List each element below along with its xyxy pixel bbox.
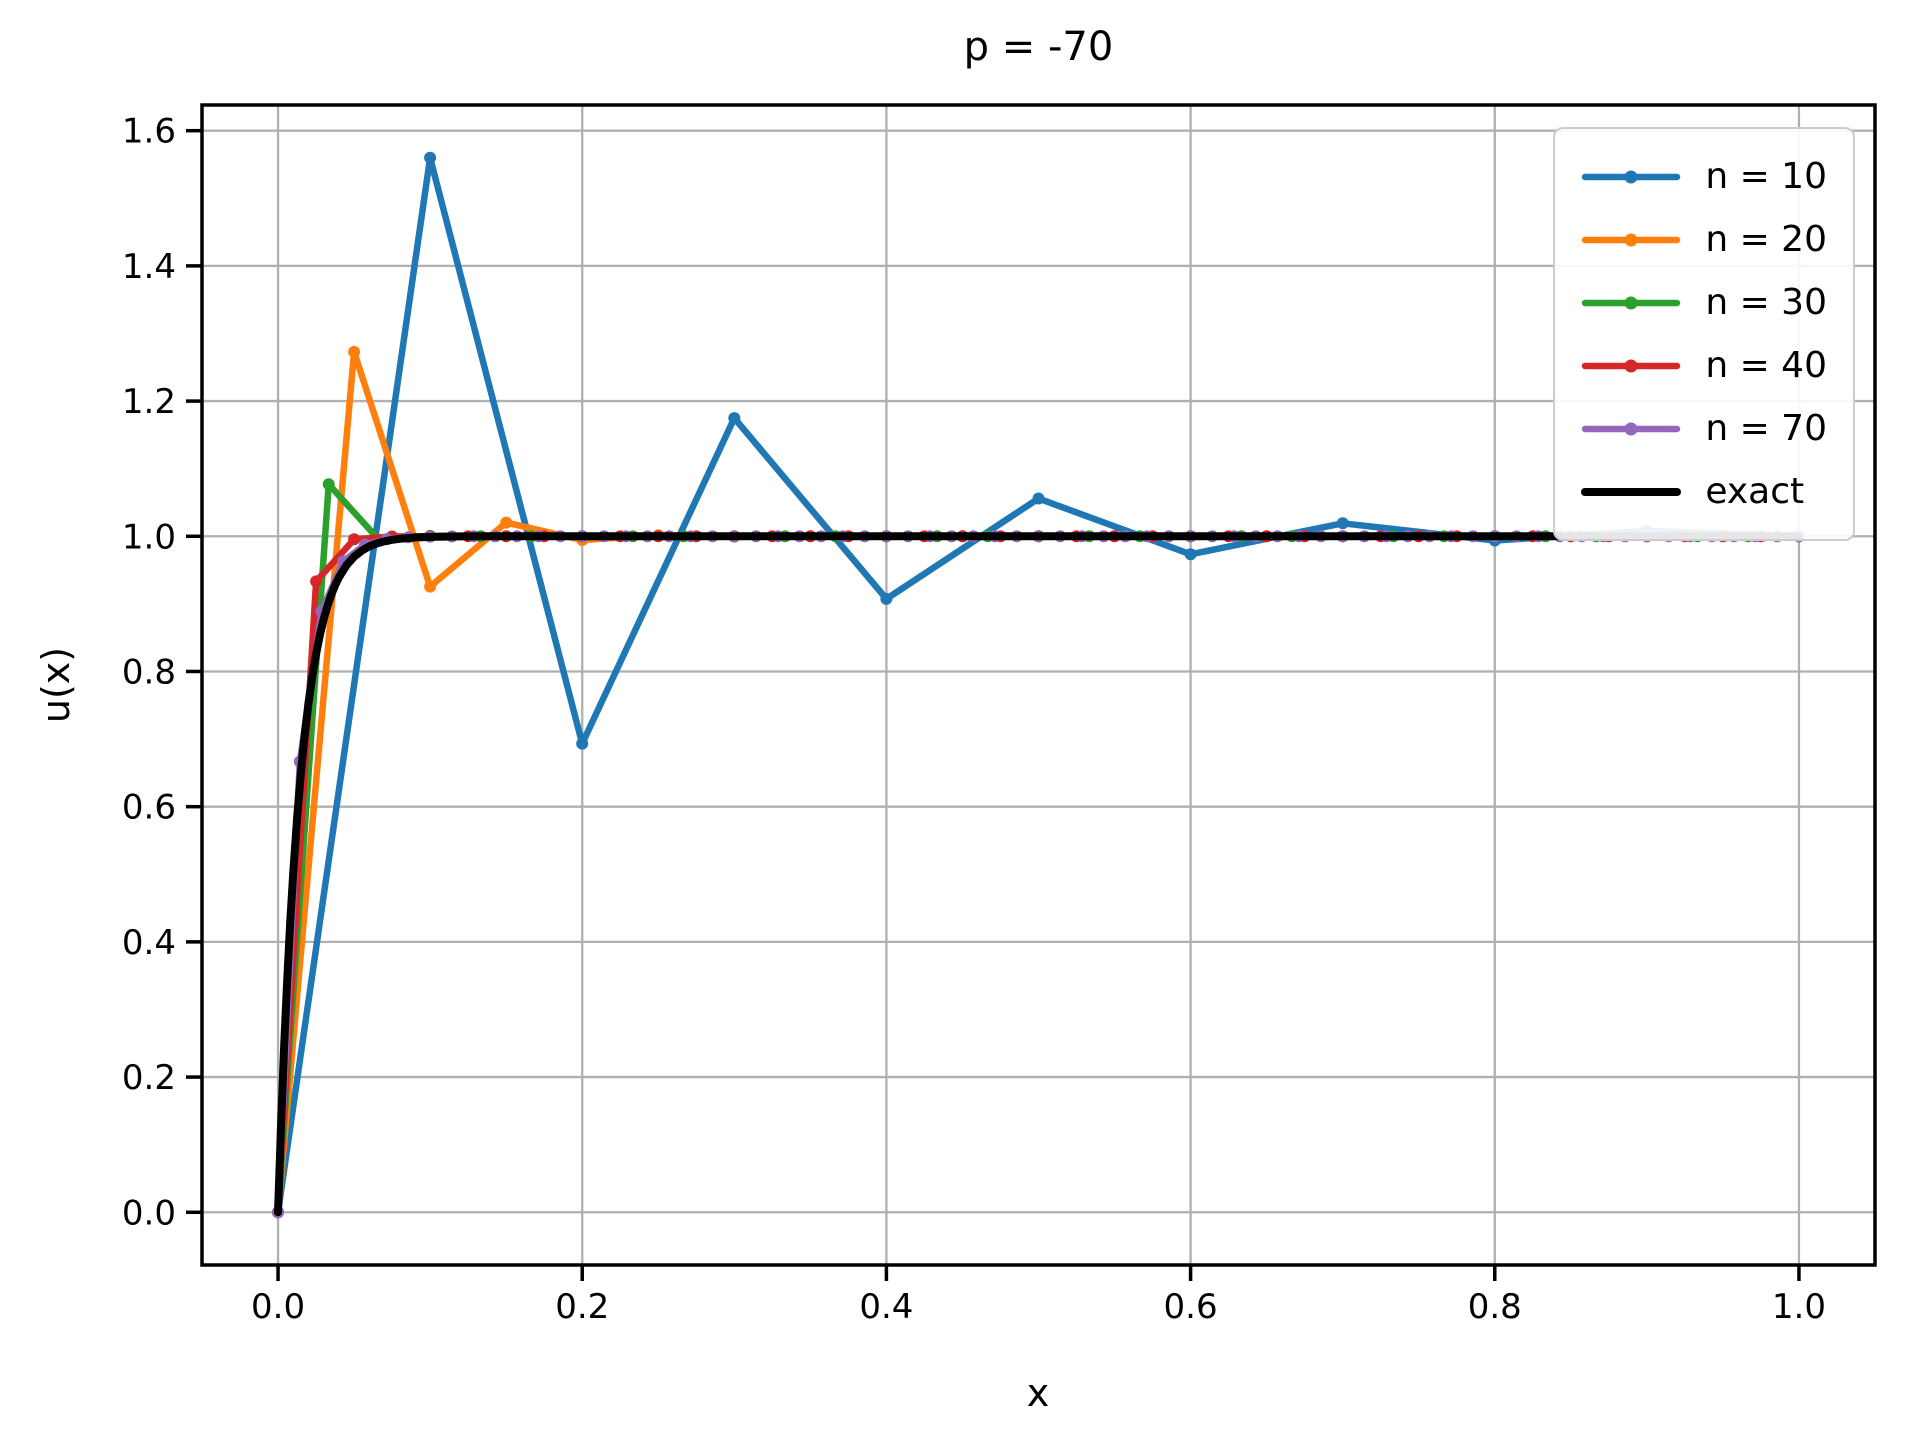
legend-entry-n=30: n = 30 — [1581, 271, 1827, 334]
series-marker-n=40 — [310, 575, 323, 588]
y-tick-label: 1.0 — [122, 517, 176, 557]
axes-frame — [200, 103, 1877, 1267]
series-line-n=40 — [274, 533, 1803, 1216]
y-tick-label: 1.4 — [122, 247, 176, 287]
series-marker-n=10 — [728, 412, 741, 425]
series-marker-n=20 — [500, 516, 513, 529]
legend-sample-marker — [1624, 359, 1638, 372]
y-tick-label: 1.6 — [122, 112, 176, 152]
legend-box: n = 10 n = 20 n = 30 n = 40 n = 70 exact — [1553, 127, 1855, 541]
series-marker-n=20 — [348, 345, 361, 358]
legend-entry-exact: exact — [1581, 460, 1827, 523]
legend-label: n = 40 — [1705, 345, 1827, 386]
series-marker-n=10 — [880, 592, 893, 605]
legend-line-sample — [1582, 422, 1681, 435]
legend-label: n = 10 — [1705, 156, 1827, 197]
series-marker-n=30 — [322, 478, 335, 491]
legend-sample-marker — [1624, 233, 1638, 246]
y-tick-label: 0.0 — [122, 1193, 176, 1233]
x-tick-label: 0.4 — [859, 1287, 913, 1327]
legend-label: n = 20 — [1705, 219, 1827, 260]
series-marker-n=10 — [576, 737, 589, 750]
series-marker-n=20 — [424, 580, 437, 593]
legend-sample-marker — [1624, 422, 1638, 435]
y-tick-label: 1.2 — [122, 382, 176, 422]
legend-entry-n=70: n = 70 — [1581, 397, 1827, 460]
x-tick-label: 1.0 — [1772, 1287, 1826, 1327]
series-marker-n=10 — [424, 151, 437, 164]
legend-label: n = 30 — [1705, 282, 1827, 323]
legend-line-sample — [1582, 170, 1681, 183]
series-line-exact — [274, 532, 1803, 1217]
legend-sample-marker — [1624, 170, 1638, 183]
x-tick-label: 0.6 — [1164, 1287, 1218, 1327]
x-tick-label: 0.8 — [1468, 1287, 1522, 1327]
series-line-n=30 — [274, 481, 1803, 1216]
y-tick-label: 0.6 — [122, 788, 176, 828]
legend-label: n = 70 — [1705, 408, 1827, 449]
y-tick-label: 0.2 — [122, 1058, 176, 1098]
legend-entry-n=20: n = 20 — [1581, 208, 1827, 271]
series-marker-n=10 — [1032, 492, 1045, 505]
y-tick-label: 0.4 — [122, 923, 176, 963]
legend-entry-n=40: n = 40 — [1581, 334, 1827, 397]
legend-entry-n=10: n = 10 — [1581, 145, 1827, 208]
legend-line-sample — [1582, 233, 1681, 246]
series-marker-n=40 — [348, 533, 361, 546]
series-marker-n=10 — [1336, 517, 1349, 530]
x-tick-label: 0.0 — [251, 1287, 305, 1327]
plot-title: p = -70 — [963, 24, 1114, 70]
x-tick-label: 0.2 — [555, 1287, 609, 1327]
legend-label: exact — [1705, 471, 1805, 512]
legend-line-sample — [1581, 487, 1682, 496]
legend-sample-marker — [1624, 296, 1638, 309]
series-line-n=70 — [274, 533, 1803, 1216]
y-axis-label: u(x) — [34, 646, 78, 724]
y-tick-label: 0.8 — [122, 652, 176, 692]
legend-line-sample — [1582, 296, 1681, 309]
legend-line-sample — [1582, 359, 1681, 372]
series-marker-n=10 — [1184, 548, 1197, 561]
x-axis-label: x — [1026, 1371, 1050, 1415]
